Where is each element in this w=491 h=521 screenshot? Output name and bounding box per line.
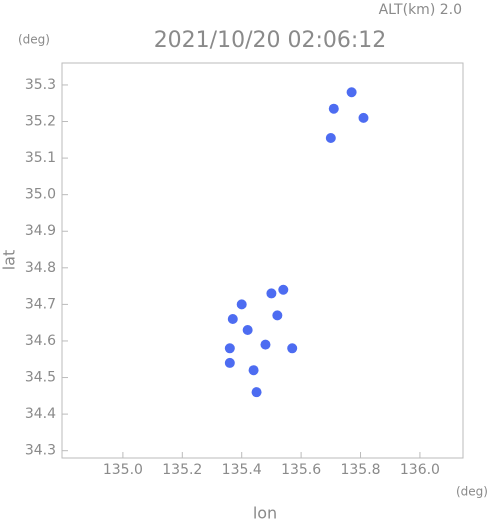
echo: [358, 112, 369, 123]
y-tick-label: 34.9: [25, 223, 56, 239]
x-tick-label: 135.6: [281, 462, 321, 478]
altitude-label: ALT(km) 2.0: [379, 2, 462, 18]
echo: [272, 310, 283, 321]
echo: [328, 103, 339, 114]
echo: [242, 324, 253, 335]
echo: [278, 284, 289, 295]
y-tick-label: 34.6: [25, 333, 56, 349]
x-axis-label: lon: [253, 504, 277, 521]
echo: [248, 365, 259, 376]
x-unit: (deg): [456, 485, 488, 499]
y-tick-label: 34.4: [25, 406, 56, 422]
echo: [251, 387, 262, 398]
x-tick-label: 135.2: [162, 462, 202, 478]
y-tick-label: 35.2: [25, 114, 56, 130]
y-tick-label: 34.7: [25, 296, 56, 312]
y-tick-label: 35.0: [25, 187, 56, 203]
echo: [227, 314, 238, 325]
y-tick-label: 34.5: [25, 370, 56, 386]
x-tick-label: 135.0: [103, 462, 143, 478]
x-tick-label: 135.4: [222, 462, 262, 478]
echo: [346, 87, 357, 98]
y-tick-label: 35.3: [25, 77, 56, 93]
echo: [236, 299, 247, 310]
chart-title: 2021/10/20 02:06:12: [154, 28, 387, 53]
echo: [224, 357, 235, 368]
y-tick-label: 34.3: [25, 443, 56, 459]
echo: [260, 339, 271, 350]
y-axis-label: lat: [0, 250, 19, 271]
y-tick-label: 35.1: [25, 150, 56, 166]
echo: [325, 132, 336, 143]
echo: [287, 343, 298, 354]
echo: [224, 343, 235, 354]
y-tick-label: 34.8: [25, 260, 56, 276]
x-tick-label: 135.8: [340, 462, 380, 478]
plot-frame: [61, 62, 464, 459]
x-tick-label: 136.0: [400, 462, 440, 478]
y-unit: (deg): [18, 33, 50, 47]
echo: [266, 288, 277, 299]
